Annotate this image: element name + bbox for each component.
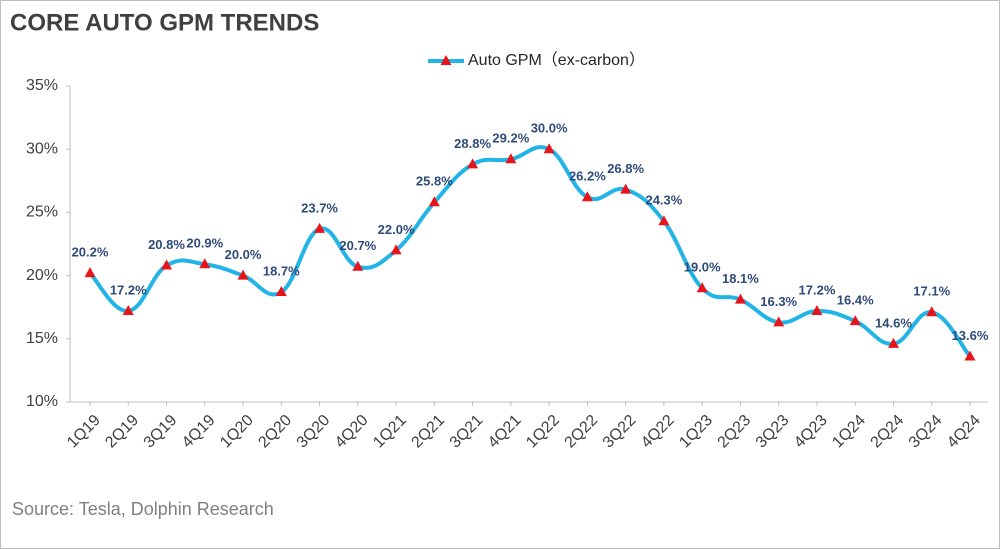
marker <box>467 158 479 169</box>
y-tick-label: 20% <box>26 267 58 284</box>
marker <box>275 286 287 297</box>
marker <box>84 267 96 278</box>
marker <box>352 260 364 271</box>
marker <box>773 316 785 327</box>
data-label: 18.1% <box>722 271 759 286</box>
data-label: 16.3% <box>760 294 797 309</box>
marker <box>811 304 823 315</box>
marker <box>734 293 746 304</box>
data-label: 26.2% <box>569 169 606 184</box>
marker <box>620 183 632 194</box>
marker <box>199 258 211 269</box>
marker <box>161 259 173 270</box>
data-label: 23.7% <box>301 200 338 215</box>
data-label: 17.2% <box>799 282 836 297</box>
data-label: 20.0% <box>225 247 262 262</box>
marker <box>314 222 326 233</box>
marker <box>505 153 517 164</box>
marker <box>390 244 402 255</box>
chart-title: CORE AUTO GPM TRENDS <box>10 9 319 36</box>
marker <box>658 215 670 226</box>
data-label: 20.9% <box>186 236 223 251</box>
legend-marker <box>440 55 452 65</box>
legend-label: Auto GPM（ex-carbon） <box>468 51 645 69</box>
marker <box>122 304 134 315</box>
data-label: 17.1% <box>913 284 950 299</box>
data-label: 24.3% <box>645 193 682 208</box>
marker <box>696 282 708 293</box>
marker <box>581 191 593 202</box>
marker <box>428 196 440 207</box>
data-label: 16.4% <box>837 293 874 308</box>
data-label: 20.2% <box>72 245 109 260</box>
marker <box>849 315 861 326</box>
source: Source: Tesla, Dolphin Research <box>12 499 274 519</box>
y-tick-label: 35% <box>26 77 58 94</box>
marker <box>964 350 976 361</box>
data-label: 22.0% <box>378 222 415 237</box>
marker <box>887 337 899 348</box>
data-label: 29.2% <box>492 131 529 146</box>
marker <box>237 269 249 280</box>
data-label: 26.8% <box>607 161 644 176</box>
data-label: 28.8% <box>454 136 491 151</box>
data-label: 18.7% <box>263 263 300 278</box>
data-label: 13.6% <box>952 328 989 343</box>
data-label: 20.7% <box>339 238 376 253</box>
y-tick-label: 15% <box>26 330 58 347</box>
data-label: 30.0% <box>531 121 568 136</box>
marker <box>543 143 555 154</box>
y-tick-label: 10% <box>26 393 58 410</box>
data-label: 17.2% <box>110 282 147 297</box>
data-label: 20.8% <box>148 237 185 252</box>
y-tick-label: 30% <box>26 140 58 157</box>
data-label: 14.6% <box>875 315 912 330</box>
marker <box>926 306 938 317</box>
data-label: 19.0% <box>684 260 721 275</box>
data-label: 25.8% <box>416 174 453 189</box>
y-tick-label: 25% <box>26 204 58 221</box>
